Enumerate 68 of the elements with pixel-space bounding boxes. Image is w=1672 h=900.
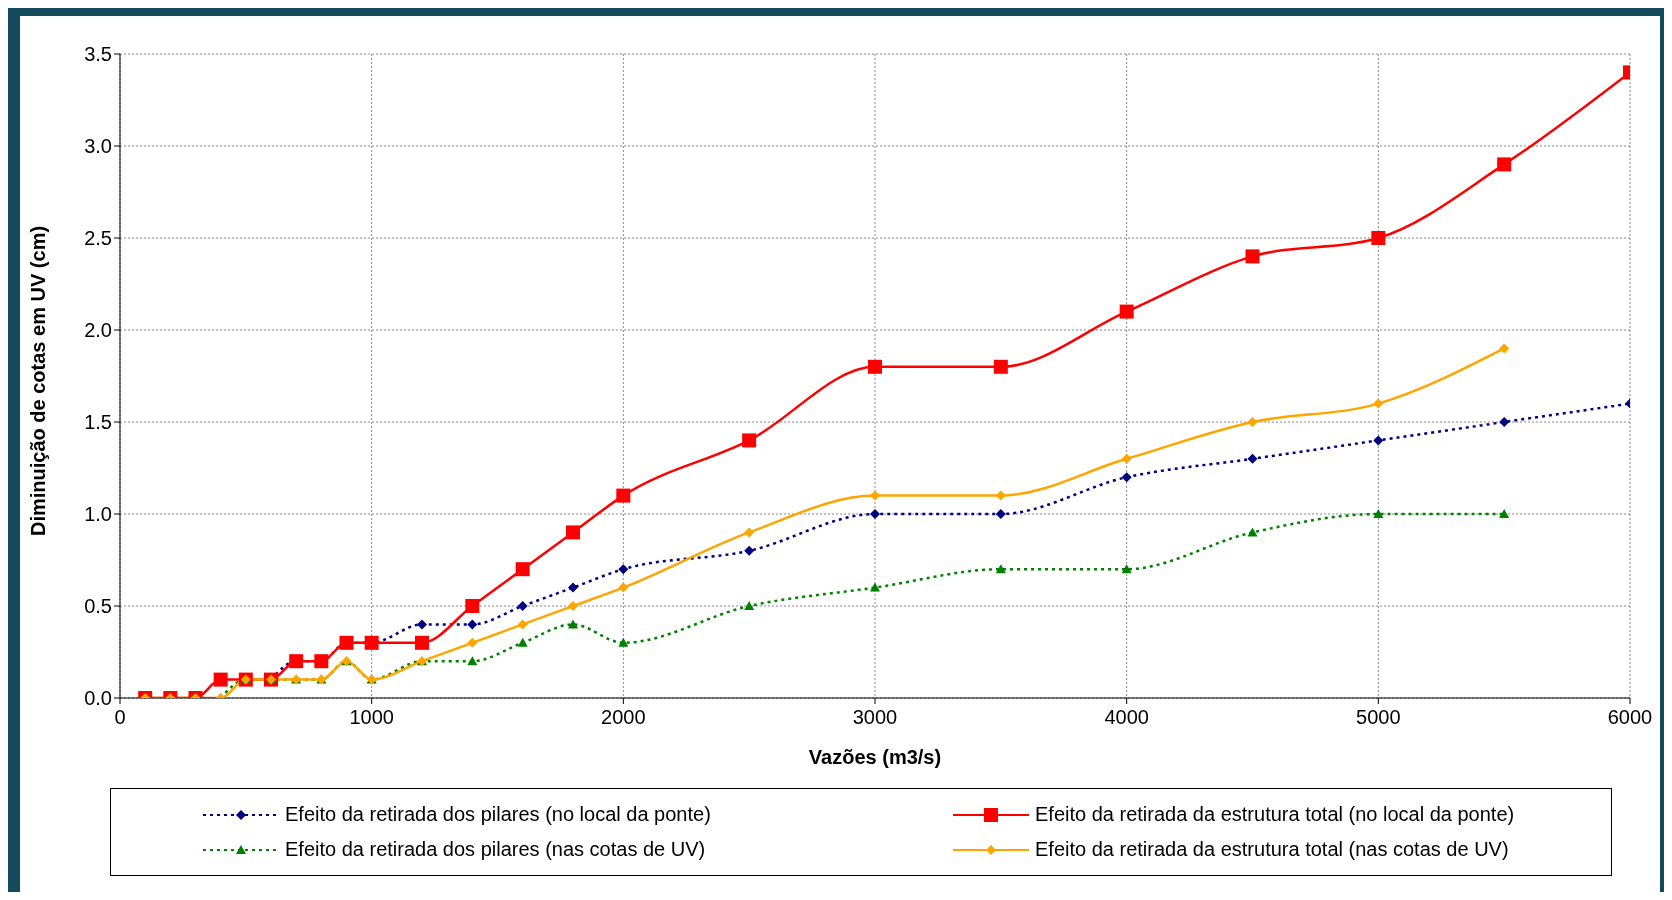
point	[1247, 417, 1258, 427]
x-tick-label: 3000	[852, 706, 898, 728]
point	[467, 656, 478, 666]
point	[744, 527, 755, 538]
y-tick-label: 1.0	[84, 503, 112, 526]
point	[870, 490, 880, 501]
y-tick-label: 1.5	[84, 411, 112, 434]
y-tick-label: 2.0	[84, 319, 112, 342]
point	[417, 619, 427, 630]
point	[213, 672, 228, 687]
point	[744, 601, 755, 610]
point	[467, 637, 478, 648]
point	[1373, 398, 1384, 409]
point	[517, 637, 528, 647]
x-axis-title: Vazões (m3/s)	[808, 746, 942, 768]
legend-label: Efeito da retirada da estrutura total (no local da ponte)	[1035, 803, 1515, 826]
point	[415, 635, 429, 650]
point	[868, 359, 882, 374]
y-tick-label: 0.5	[84, 595, 112, 618]
point	[1247, 527, 1258, 537]
point	[995, 509, 1006, 519]
point	[616, 488, 631, 503]
y-tick-label: 3.5	[84, 43, 112, 66]
y-tick-label: 2.5	[84, 227, 112, 250]
point	[993, 359, 1008, 374]
point	[870, 582, 880, 592]
x-tick-label: 6000	[1607, 706, 1653, 728]
point	[568, 601, 578, 611]
point	[1245, 249, 1260, 264]
point	[568, 619, 578, 629]
point	[742, 433, 757, 448]
point	[568, 582, 578, 593]
x-tick-label: 0	[114, 706, 126, 728]
point	[744, 545, 755, 556]
point	[1119, 304, 1134, 319]
point	[465, 599, 480, 613]
point	[618, 637, 629, 647]
point	[1121, 472, 1132, 483]
legend-label: Efeito da retirada dos pilares (no local da ponte)	[285, 803, 711, 826]
point	[517, 601, 528, 611]
point	[1371, 231, 1386, 245]
point	[995, 564, 1006, 574]
point	[1499, 509, 1510, 518]
point	[1247, 453, 1258, 464]
legend-label: Efeito da retirada dos pilares (nas cotas de UV)	[285, 838, 706, 861]
x-tick-label: 4000	[1104, 706, 1149, 728]
point	[1499, 417, 1510, 427]
point	[1499, 343, 1510, 354]
point	[467, 619, 478, 630]
point	[618, 582, 629, 593]
point	[517, 619, 528, 630]
point	[618, 564, 629, 575]
point	[566, 525, 580, 540]
y-tick-label: 0.0	[84, 687, 112, 710]
point	[1497, 157, 1512, 172]
point	[1121, 453, 1132, 464]
x-tick-label: 2000	[601, 706, 646, 728]
y-axis-title: Diminuição de cotas em UV (cm)	[27, 225, 50, 536]
point	[995, 490, 1006, 501]
y-tick-label: 3.0	[84, 135, 112, 158]
x-tick-label: 5000	[1356, 706, 1401, 728]
point	[515, 562, 530, 577]
legend-label: Efeito da retirada da estrutura total (nas cotas de UV)	[1035, 838, 1509, 861]
x-tick-label: 1000	[349, 706, 394, 728]
point	[1373, 509, 1384, 518]
point	[1373, 435, 1384, 446]
point	[1121, 564, 1132, 574]
point	[870, 509, 880, 519]
